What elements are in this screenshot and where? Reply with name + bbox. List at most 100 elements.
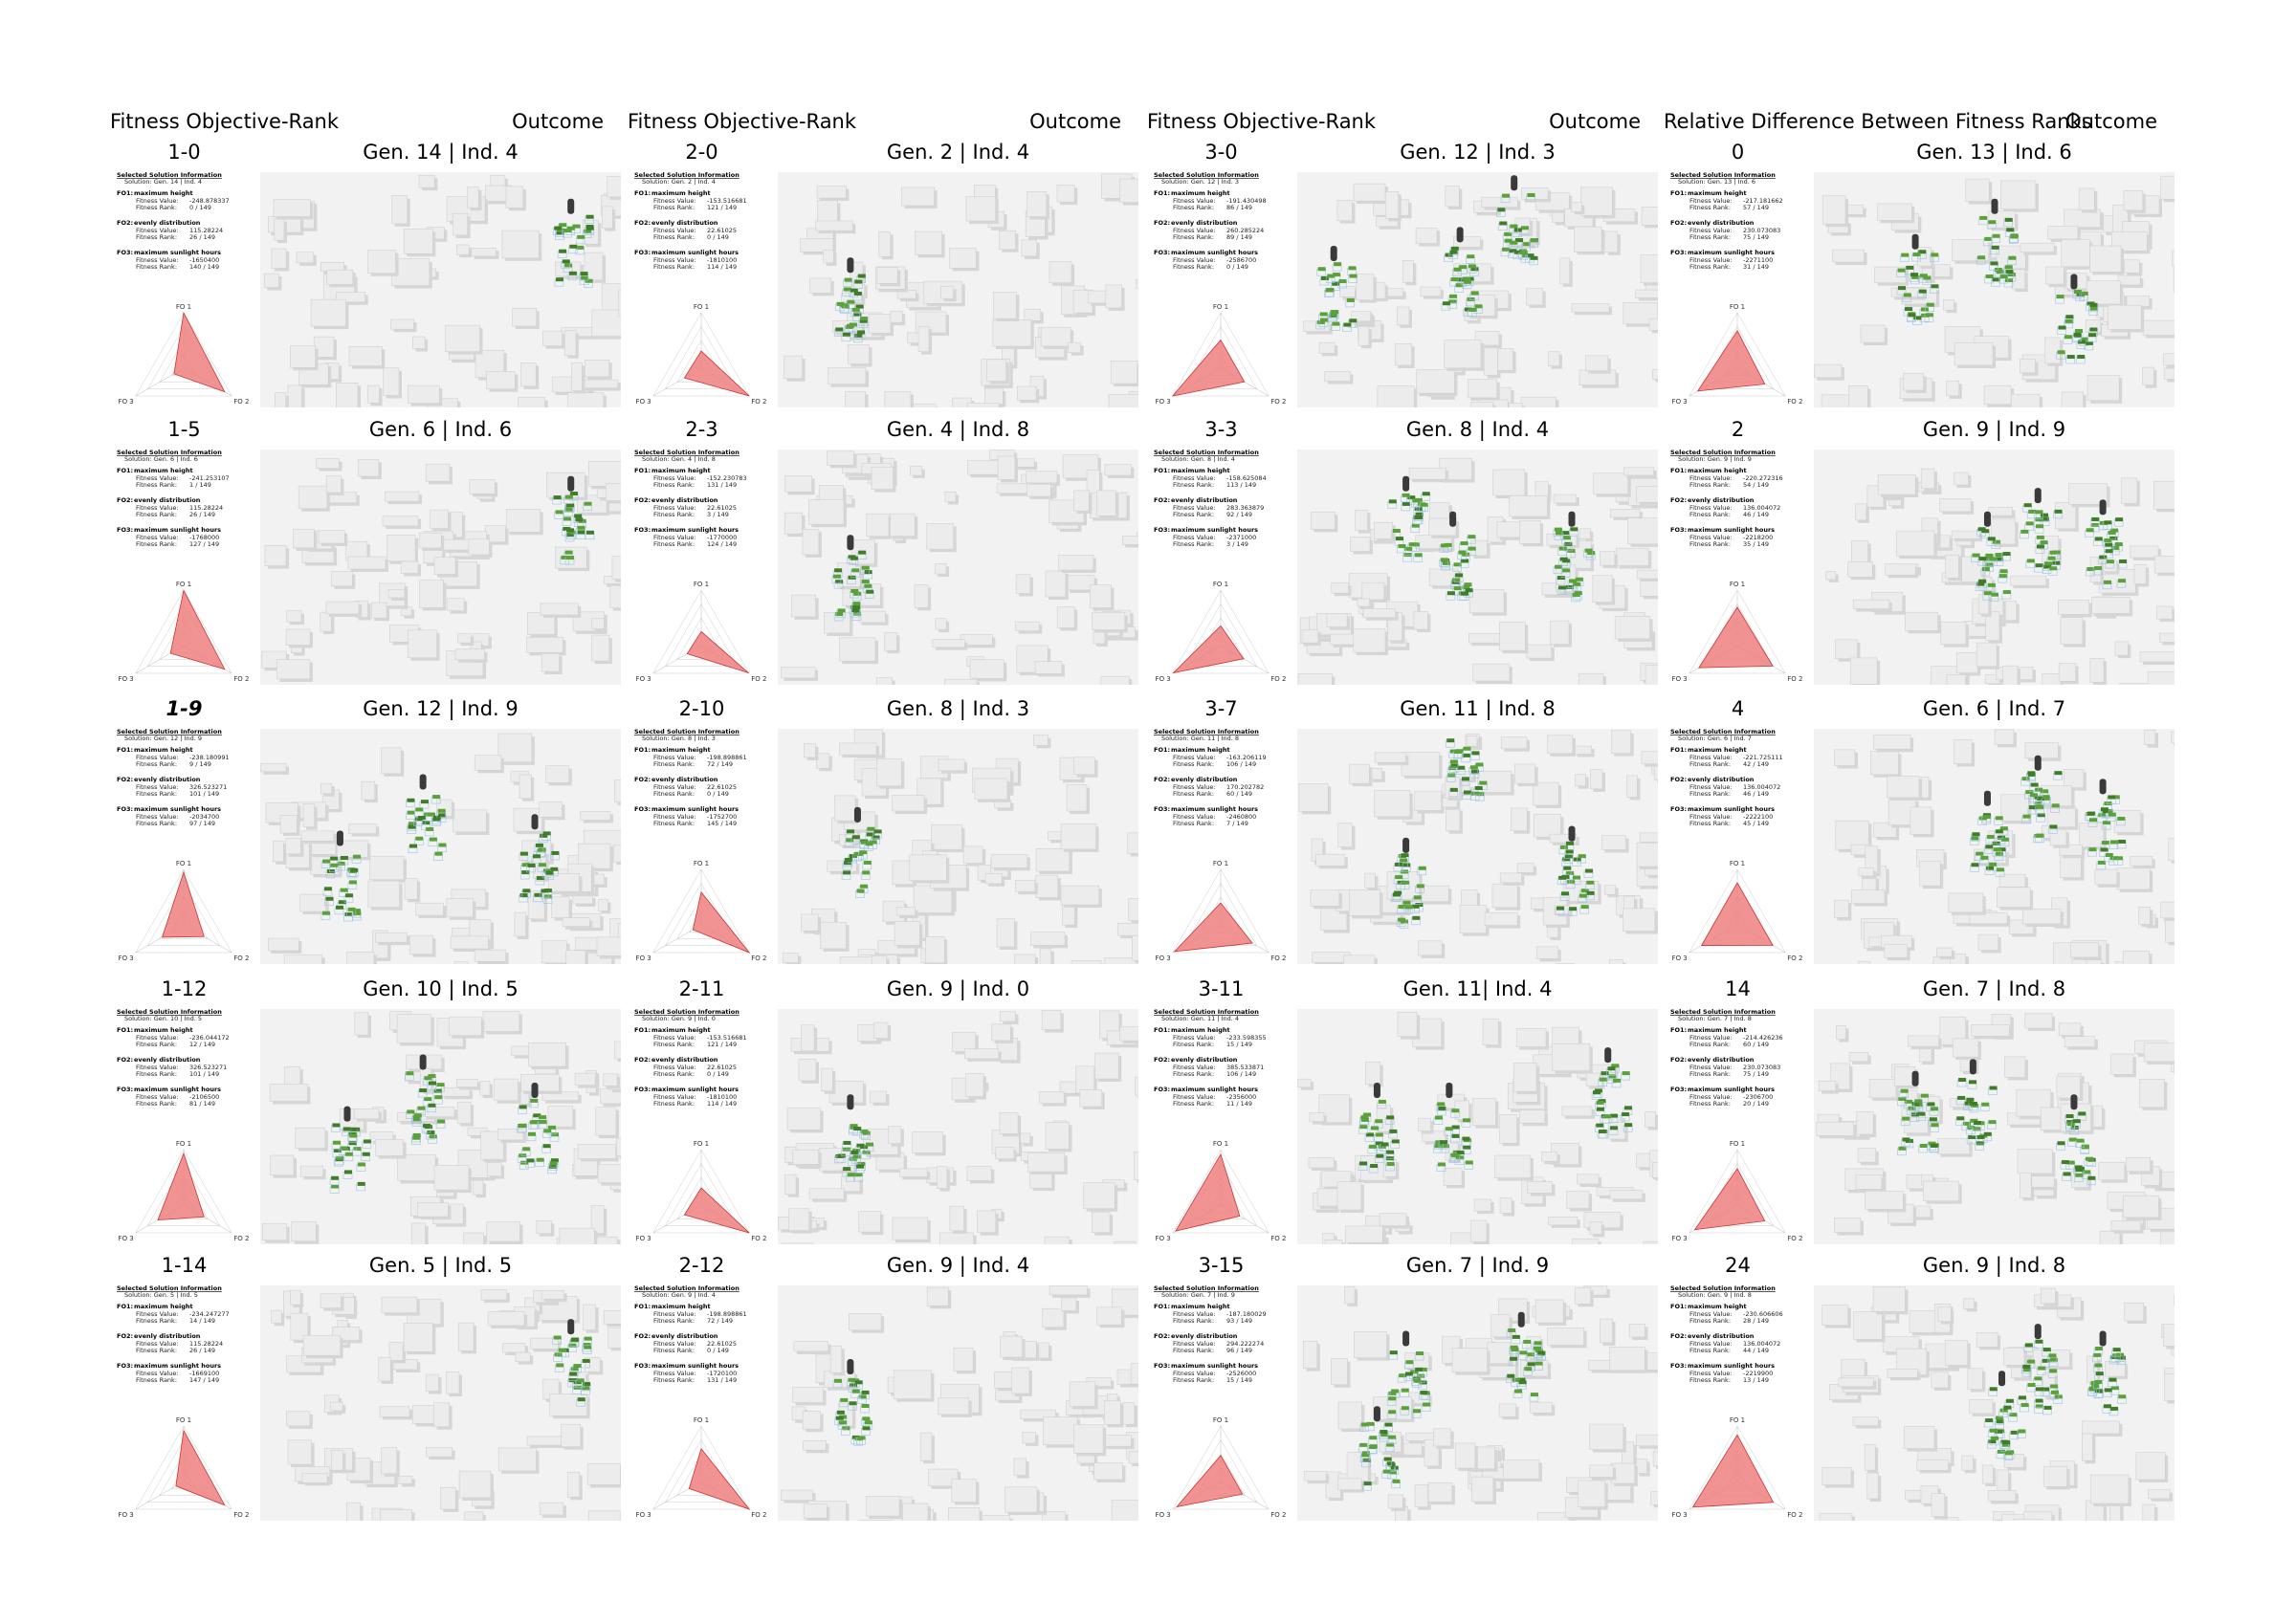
building [325, 601, 360, 615]
objective-code: FO2: [117, 1056, 133, 1064]
greenery [541, 889, 549, 893]
building [1497, 348, 1513, 371]
objective-name: maximum sunlight hours [1688, 805, 1775, 813]
greenery [1402, 863, 1411, 867]
greenery [542, 1144, 551, 1149]
building-side [1138, 1033, 1167, 1045]
building [354, 1012, 369, 1036]
greenery [1562, 568, 1571, 573]
greenery [1474, 785, 1483, 790]
greenery [1470, 769, 1479, 774]
radar-shape [683, 1187, 750, 1234]
building [286, 610, 302, 623]
building [781, 1242, 814, 1244]
objective-code: FO1: [117, 1303, 133, 1310]
greenery [1584, 548, 1593, 553]
greenery [1471, 791, 1480, 796]
objective-name: maximum height [1688, 189, 1747, 197]
building [2130, 855, 2153, 867]
greenery [437, 1119, 446, 1124]
greenery [1383, 1457, 1392, 1461]
building [1574, 745, 1592, 755]
building [1977, 594, 1989, 615]
objective-name: maximum height [134, 189, 193, 197]
greenery [1461, 777, 1469, 781]
building [1119, 178, 1138, 203]
objective-code: FO2: [117, 1332, 133, 1340]
building [398, 1476, 413, 1484]
building [1951, 530, 1980, 539]
building [966, 403, 1000, 407]
building [1121, 536, 1138, 545]
greenery [585, 226, 594, 230]
building [1349, 763, 1370, 784]
rank-label-text: Fitness Rank: [1173, 1347, 1214, 1354]
column-header: Fitness Objective-Rank [1147, 110, 1377, 133]
greenery [1998, 574, 2007, 579]
building [893, 1370, 932, 1399]
building [1015, 880, 1036, 892]
greenery [558, 1348, 566, 1352]
greenery [2035, 510, 2043, 515]
value-label: Fitness Value: [136, 1093, 179, 1101]
greenery [353, 854, 362, 859]
radar-axis-label: FO 1 [694, 581, 709, 588]
radar-axis-label: FO 2 [233, 675, 249, 683]
building [1418, 940, 1443, 956]
greenery [549, 1161, 558, 1166]
greenery [2052, 560, 2061, 565]
building [1113, 1240, 1137, 1244]
building [996, 918, 1015, 948]
building [801, 1024, 815, 1052]
building [944, 678, 978, 685]
greenery [566, 503, 575, 508]
building [1895, 530, 1935, 557]
greenery [1375, 1132, 1383, 1137]
greenery [2021, 777, 2030, 781]
building [480, 1289, 508, 1301]
building [1487, 1342, 1511, 1364]
building [396, 1014, 432, 1043]
rank-label: 1-14 [162, 1254, 208, 1277]
greenery [428, 1103, 436, 1108]
building [541, 652, 560, 672]
greenery [1512, 1334, 1520, 1339]
building [591, 618, 605, 629]
greenery [2010, 233, 2019, 238]
greenery [1375, 1141, 1383, 1146]
building [1020, 1409, 1056, 1419]
greenery [1980, 855, 1989, 860]
greenery [1402, 501, 1410, 506]
building [471, 248, 497, 257]
fitness-rank: 72 / 149 [707, 760, 733, 768]
building [1044, 1236, 1070, 1244]
radar-axis-label: FO 3 [636, 1235, 651, 1242]
greenery [1359, 1161, 1368, 1166]
greenery [533, 1113, 541, 1118]
greenery [835, 580, 844, 584]
building [547, 1106, 574, 1128]
building [1858, 960, 1871, 964]
panel-heading: Selected Solution Information [117, 1284, 222, 1292]
building [1628, 1324, 1645, 1338]
radar-axis-label: FO 2 [751, 1235, 766, 1242]
greenery [866, 589, 874, 594]
building [325, 475, 342, 494]
greenery [545, 870, 554, 875]
greenery [415, 836, 424, 841]
building [482, 1011, 520, 1032]
greenery [1593, 1090, 1601, 1095]
greenery [427, 1130, 435, 1135]
building [1503, 1459, 1540, 1480]
objective-name: maximum sunlight hours [1171, 1362, 1258, 1370]
building [1885, 563, 1916, 576]
building [2121, 477, 2138, 504]
radar-grid [135, 868, 232, 954]
building [816, 753, 830, 769]
rank-label-text: Fitness Rank: [136, 820, 177, 827]
fitness-rank: 93 / 149 [1226, 1317, 1252, 1325]
greenery [1534, 1349, 1543, 1353]
building [868, 314, 892, 334]
